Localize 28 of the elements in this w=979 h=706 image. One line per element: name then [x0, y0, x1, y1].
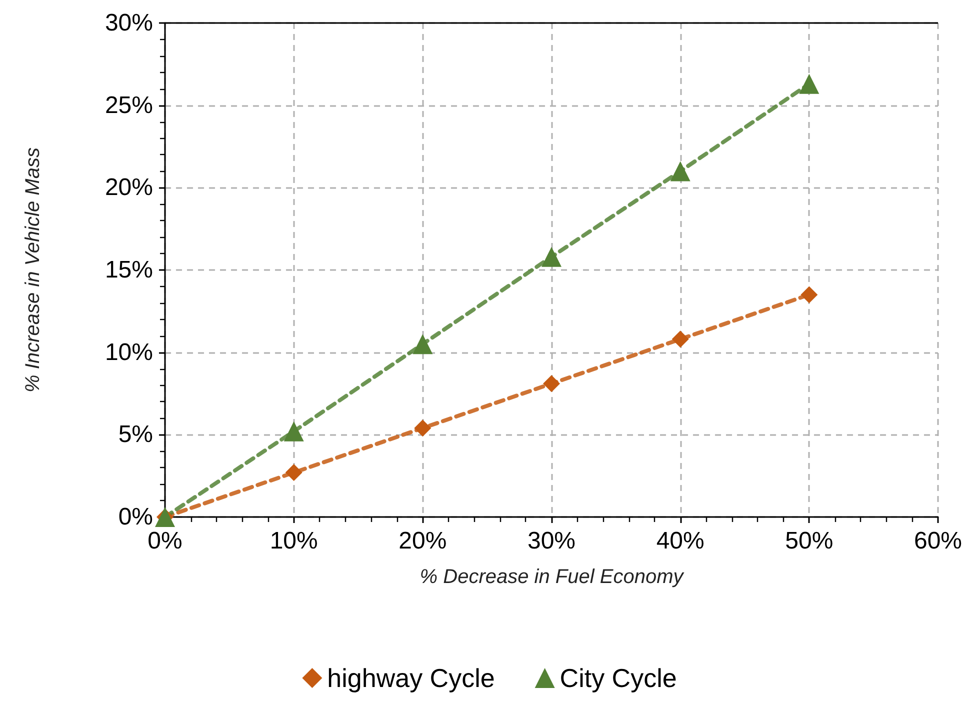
x-tick-label: 30% [527, 528, 576, 554]
y-tick-label: 25% [104, 92, 153, 119]
x-axis-title: % Decrease in Fuel Economy [420, 566, 684, 588]
x-tick-label: 60% [914, 528, 962, 554]
y-tick-label: 20% [104, 174, 153, 202]
point [412, 334, 433, 354]
y-tick-label: 10% [104, 338, 153, 366]
y-tick-label: 30% [104, 10, 153, 36]
x-tick-label: 20% [398, 528, 447, 554]
point [414, 420, 432, 437]
y-tick-label: 0% [118, 504, 153, 530]
y-axis-title: % Increase in Vehicle Mass [22, 148, 44, 392]
legend-label: highway Cycle [327, 663, 495, 693]
point [542, 246, 562, 267]
point [672, 330, 689, 348]
x-tick-label: 0% [148, 528, 182, 554]
point [543, 375, 560, 392]
y-tick-label: 15% [104, 256, 153, 284]
x-tick-label: 10% [270, 528, 318, 554]
point [285, 464, 302, 482]
y-tick-label: 5% [118, 421, 153, 448]
point [670, 161, 690, 182]
point [284, 421, 304, 442]
point [800, 286, 818, 304]
x-tick-label: 40% [656, 528, 704, 554]
x-tick-label: 50% [785, 528, 834, 554]
legend-label: City Cycle [560, 663, 677, 693]
point [799, 74, 820, 94]
